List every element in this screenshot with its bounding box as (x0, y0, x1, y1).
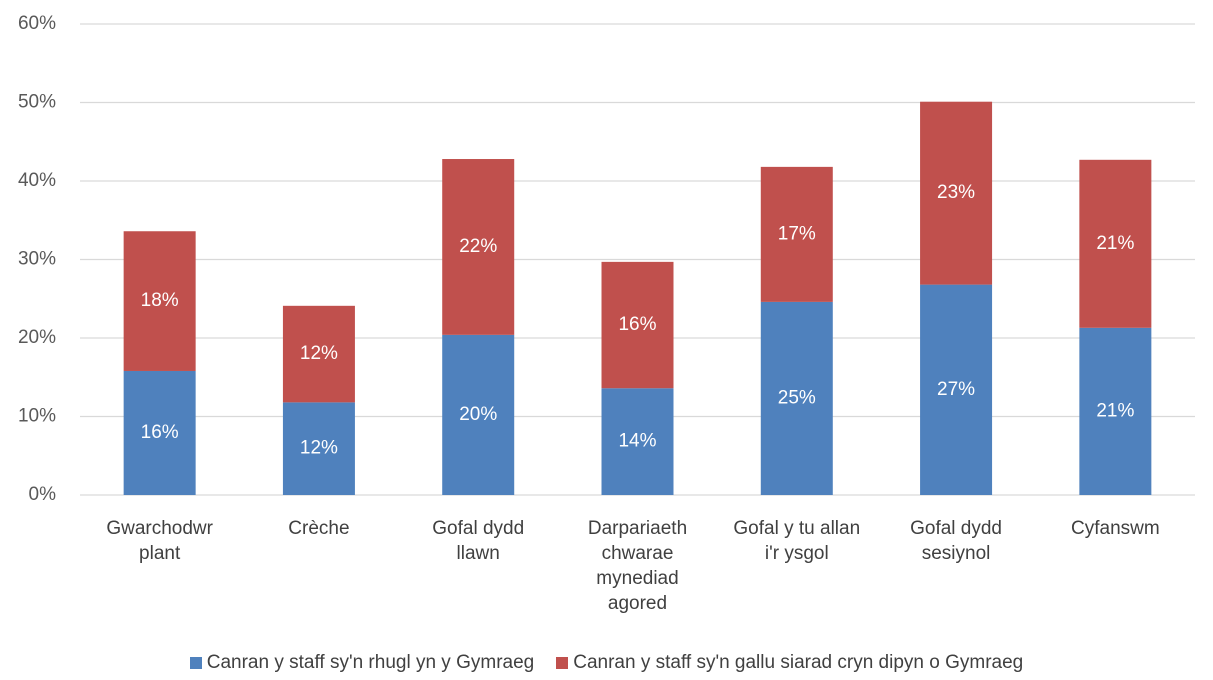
data-label: 16% (618, 314, 656, 335)
data-label: 20% (459, 404, 497, 425)
data-label: 16% (141, 422, 179, 443)
y-tick-label: 0% (29, 484, 57, 505)
x-tick-label: Darpariaeth chwarae mynediad agored (587, 518, 688, 614)
x-tick-label: Cyfanswm (1071, 518, 1160, 539)
data-label: 12% (300, 438, 338, 459)
data-label: 25% (778, 387, 816, 408)
bar-segment (1079, 327, 1152, 495)
y-tick-label: 50% (18, 92, 56, 113)
bar-segment (760, 301, 833, 495)
data-label: 23% (937, 182, 975, 203)
bar-segment (282, 402, 355, 495)
legend-item: Canran y staff sy'n rhugl yn y Gymraeg (189, 652, 535, 674)
x-tick-label: Gwarchodwr plant (106, 518, 213, 564)
y-tick-label: 60% (18, 13, 56, 34)
legend-label: Canran y staff sy'n gallu siarad cryn di… (573, 652, 1024, 673)
x-tick-label: Gofal y tu allan i'r ysgol (733, 518, 861, 564)
bar-segment (601, 261, 674, 389)
data-label: 21% (1096, 233, 1134, 254)
bar-segment (282, 305, 355, 403)
data-label: 14% (618, 431, 656, 452)
data-label: 17% (778, 223, 816, 244)
data-label: 12% (300, 343, 338, 364)
bar-segment (760, 166, 833, 302)
bar-segment (601, 388, 674, 495)
legend-swatch (556, 657, 569, 669)
legend-item: Canran y staff sy'n gallu siarad cryn di… (556, 652, 1023, 674)
bar-segment (442, 334, 515, 495)
bar-segment (442, 159, 515, 335)
data-label: 18% (141, 290, 179, 311)
bar-segment (1079, 159, 1152, 328)
x-tick-label: Gofal dydd sesiynol (910, 518, 1003, 564)
legend-swatch (189, 657, 202, 669)
bar-segment (123, 370, 196, 495)
legend: Canran y staff sy'n rhugl yn y Gymraeg Ca… (0, 652, 1213, 674)
y-tick-label: 20% (18, 327, 56, 348)
legend-label: Canran y staff sy'n rhugl yn y Gymraeg (206, 652, 535, 673)
data-label: 27% (937, 379, 975, 400)
x-tick-label: Gofal dydd llawn (432, 518, 525, 564)
y-tick-label: 10% (18, 406, 56, 427)
y-tick-label: 40% (18, 170, 56, 191)
data-label: 21% (1096, 400, 1134, 421)
bar-segment (920, 101, 993, 285)
x-tick-label: Crèche (288, 518, 350, 539)
bar-segment (123, 231, 196, 371)
bar-segment (920, 284, 993, 495)
y-tick-label: 30% (18, 249, 56, 270)
data-label: 22% (459, 236, 497, 257)
